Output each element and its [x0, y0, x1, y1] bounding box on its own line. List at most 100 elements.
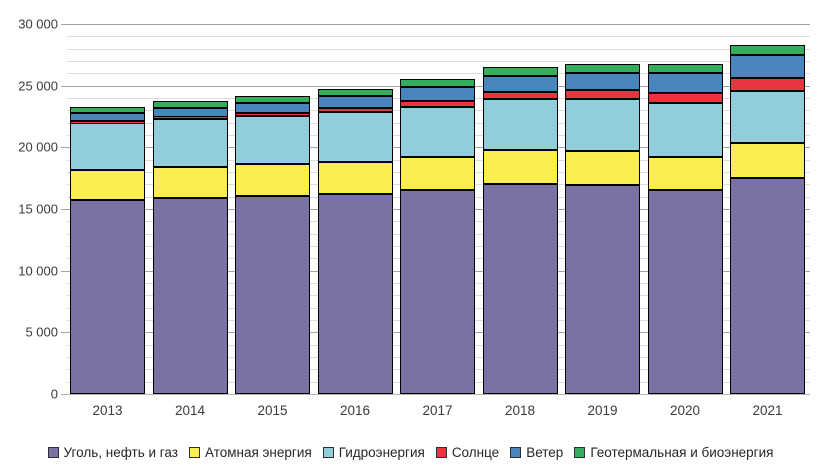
x-axis-label: 2021: [752, 403, 783, 418]
y-axis-label: 5 000: [25, 324, 58, 340]
y-axis-label: 20 000: [18, 139, 58, 155]
bar-segment: [235, 116, 310, 165]
bar-segment: [565, 150, 640, 186]
bar-segment: [482, 183, 558, 394]
minor-gridline: [67, 73, 810, 75]
bar-segment: [152, 198, 228, 394]
y-axis-label: 0: [50, 386, 58, 402]
bar-segment: [730, 143, 805, 178]
bar-segment: [400, 79, 475, 88]
bar-segment: [70, 113, 145, 122]
bar-segment: [70, 106, 145, 114]
y-axis-tick: [61, 24, 67, 25]
bar-segment: [152, 119, 228, 168]
bar-segment: [152, 167, 228, 199]
bar-segment: [400, 106, 475, 157]
legend-color-swatch: [188, 446, 200, 458]
bar-segment: [647, 103, 723, 157]
legend-color-swatch: [47, 446, 59, 458]
legend-item: Геотермальная и биоэнергия: [574, 445, 773, 460]
bar-segment: [647, 189, 723, 394]
legend-item: Ветер: [510, 445, 563, 460]
bar-segment: [565, 98, 640, 151]
legend-color-swatch: [435, 446, 447, 458]
y-axis-tick: [61, 332, 67, 334]
legend-item: Уголь, нефть и газ: [47, 444, 178, 460]
bar-segment: [647, 72, 723, 93]
bar-segment: [647, 63, 723, 73]
legend-label: Геотермальная и биоэнергия: [590, 444, 774, 460]
bar-segment: [70, 200, 145, 394]
y-axis-tick: [61, 147, 67, 149]
legend-label: Ветер: [526, 444, 564, 460]
x-axis-label: 2016: [339, 403, 371, 418]
bar-segment: [730, 77, 805, 91]
bar-segment: [235, 164, 310, 196]
x-axis-label: 2019: [587, 403, 618, 418]
legend-color-swatch: [574, 446, 586, 458]
y-axis-label: 25 000: [18, 78, 58, 94]
bar-segment: [317, 96, 393, 109]
bar-segment: [730, 90, 805, 144]
minor-gridline: [67, 61, 810, 62]
minor-gridline: [67, 48, 810, 50]
bar-segment: [152, 100, 228, 108]
minor-gridline: [67, 36, 810, 38]
bar-segment: [400, 87, 475, 102]
y-axis-tick: [61, 209, 67, 210]
legend-item: Солнце: [435, 444, 500, 460]
x-axis-line: [61, 394, 810, 395]
legend-item: Атомная энергия: [188, 444, 312, 460]
bar-segment: [565, 185, 640, 394]
x-axis-label: 2017: [422, 403, 453, 418]
bar-segment: [400, 156, 475, 190]
bar-segment: [235, 195, 310, 394]
chart-legend: Уголь, нефть и газ Атомная энергия Гидроэн…: [0, 442, 821, 462]
x-axis-label: 2020: [669, 403, 701, 418]
legend-color-swatch: [510, 446, 522, 458]
major-gridline: [67, 24, 810, 25]
bar-segment: [235, 102, 310, 114]
bar-segment: [400, 189, 475, 394]
y-axis-label: 30 000: [18, 16, 58, 32]
bar-segment: [317, 88, 393, 97]
bar-segment: [565, 72, 640, 91]
bar-segment: [70, 122, 145, 170]
bar-segment: [70, 169, 145, 201]
y-axis-label: 10 000: [18, 263, 58, 279]
y-axis-tick: [61, 270, 67, 272]
legend-label: Уголь, нефть и газ: [63, 444, 178, 460]
bar-segment: [482, 150, 558, 184]
bar-segment: [730, 45, 805, 55]
bar-segment: [317, 161, 393, 195]
bar-segment: [482, 98, 558, 151]
bar-segment: [730, 54, 805, 78]
bar-segment: [482, 91, 558, 99]
bar-segment: [152, 107, 228, 117]
bar-segment: [730, 177, 805, 394]
bar-segment: [647, 92, 723, 104]
bar-segment: [317, 108, 393, 113]
legend-item: Гидроэнергия: [322, 444, 425, 460]
bar-segment: [565, 63, 640, 73]
bar-segment: [152, 116, 228, 120]
bar-segment: [400, 101, 475, 107]
legend-label: Солнце: [451, 444, 500, 460]
x-axis-label: 2014: [174, 403, 206, 418]
x-axis-label: 2015: [257, 403, 288, 418]
bar-segment: [235, 113, 310, 117]
legend-label: Гидроэнергия: [338, 444, 425, 460]
legend-color-swatch: [322, 446, 334, 458]
bar-segment: [317, 112, 393, 162]
bar-segment: [235, 95, 310, 103]
x-axis-label: 2013: [92, 403, 123, 418]
bar-segment: [565, 90, 640, 99]
legend-label: Атомная энергия: [204, 444, 312, 460]
bar-segment: [647, 156, 723, 190]
y-axis-tick: [61, 85, 67, 87]
bar-segment: [317, 194, 393, 394]
bar-segment: [482, 67, 558, 76]
bar-segment: [482, 75, 558, 92]
x-axis-label: 2018: [504, 403, 536, 418]
